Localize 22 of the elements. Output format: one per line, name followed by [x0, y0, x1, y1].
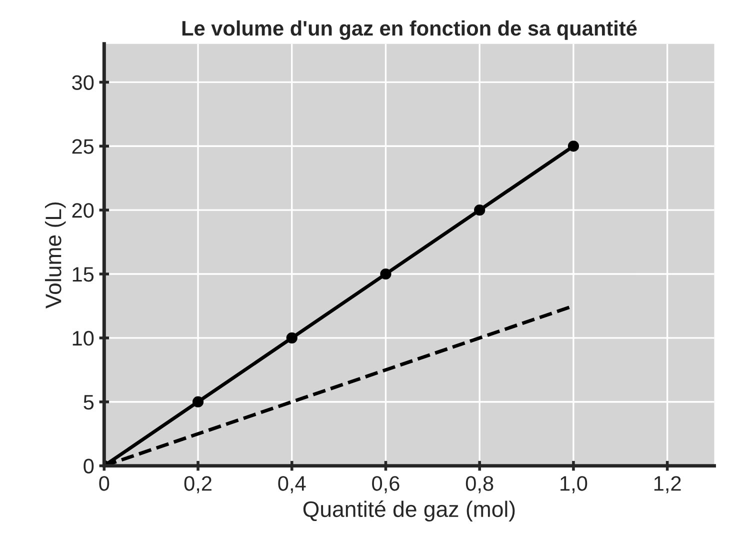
point — [568, 140, 580, 152]
y-axis-title: Volume (L) — [44, 202, 66, 308]
x-tick-label: 0 — [99, 476, 110, 491]
x-tick-label: 0,2 — [184, 476, 212, 494]
y-tick-label: 30 — [72, 75, 94, 90]
y-tick-label: 25 — [72, 139, 94, 154]
y-tick-label: 0 — [84, 458, 94, 474]
y-tick-label: 10 — [72, 330, 94, 346]
y-tick-label: 15 — [72, 267, 94, 282]
chart-title: Le volume d'un gaz en fonction de sa quantité — [182, 20, 637, 40]
x-axis-title: Quantité de gaz (mol) — [303, 500, 515, 522]
x-tick-label: 0,4 — [278, 476, 306, 494]
x-tick-label: 1,0 — [560, 476, 588, 494]
point — [286, 332, 298, 344]
point — [474, 204, 486, 216]
x-tick-label: 0,8 — [466, 476, 494, 494]
point — [380, 268, 392, 280]
x-tick-label: 1,2 — [654, 476, 681, 494]
y-tick-label: 5 — [84, 395, 94, 410]
point — [192, 396, 204, 408]
x-tick-label: 0,6 — [372, 476, 400, 494]
y-tick-label: 20 — [72, 203, 94, 218]
